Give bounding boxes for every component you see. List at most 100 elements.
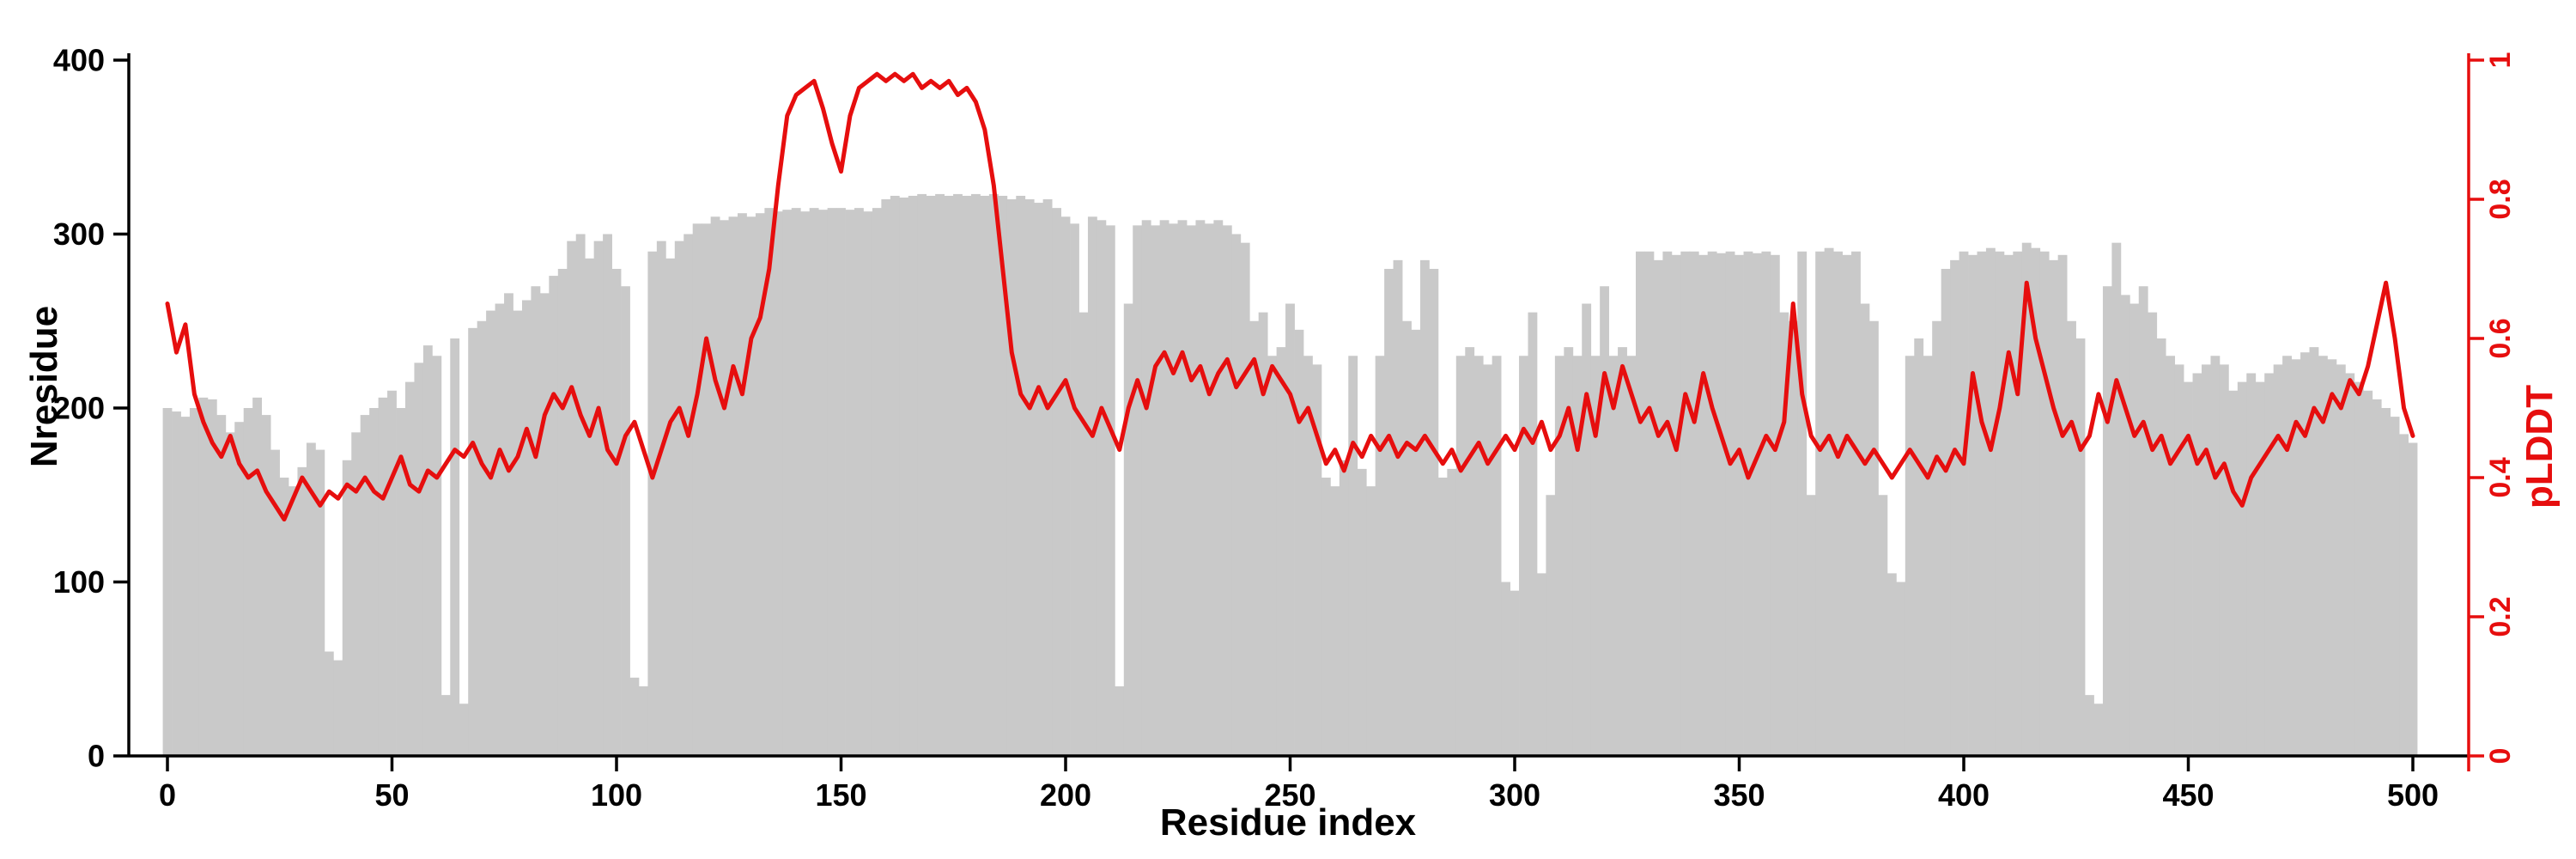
bar bbox=[2049, 259, 2059, 757]
bar bbox=[2138, 286, 2148, 756]
bar bbox=[486, 310, 495, 757]
bar bbox=[1312, 364, 1322, 757]
bar bbox=[243, 408, 253, 756]
bar bbox=[172, 411, 181, 756]
bar bbox=[953, 193, 963, 757]
bar bbox=[629, 677, 640, 757]
bar bbox=[2363, 390, 2373, 756]
y-left-tick-label: 200 bbox=[53, 391, 105, 426]
bar bbox=[1626, 356, 1637, 756]
x-tick-label: 350 bbox=[1713, 777, 1765, 813]
bar bbox=[1465, 347, 1475, 757]
bar bbox=[1842, 254, 1852, 756]
bar bbox=[1735, 254, 1744, 756]
bar bbox=[773, 211, 783, 757]
bar bbox=[970, 193, 981, 757]
bar bbox=[1878, 495, 1888, 756]
bar bbox=[1429, 269, 1439, 756]
bar bbox=[738, 213, 747, 756]
y-left-tick-label: 300 bbox=[53, 216, 105, 252]
bar bbox=[378, 397, 388, 756]
bar bbox=[459, 704, 469, 756]
bar bbox=[665, 258, 676, 757]
bar bbox=[1339, 460, 1349, 756]
bar bbox=[1582, 303, 1592, 756]
bar bbox=[2093, 704, 2104, 756]
x-tick-label: 200 bbox=[1040, 777, 1091, 813]
bar bbox=[422, 345, 433, 756]
bar bbox=[2111, 242, 2122, 757]
bar bbox=[270, 449, 280, 756]
bar bbox=[1797, 251, 1807, 756]
y-right-tick-label: 1 bbox=[2484, 52, 2517, 69]
bar bbox=[549, 276, 559, 757]
bar bbox=[207, 399, 217, 757]
bar bbox=[342, 460, 352, 756]
y-right-tick-label: 0.8 bbox=[2484, 179, 2517, 219]
x-axis-ticks: 0 50 100 150 200 250 300 350 400 450 500 bbox=[159, 756, 2439, 813]
bar bbox=[1060, 216, 1071, 756]
bar bbox=[180, 417, 191, 757]
bar bbox=[1662, 251, 1673, 756]
bar bbox=[1851, 251, 1861, 756]
bar bbox=[638, 686, 648, 756]
bar bbox=[1052, 208, 1061, 757]
x-tick-label: 150 bbox=[815, 777, 866, 813]
bar bbox=[2381, 408, 2391, 756]
x-tick-label: 50 bbox=[374, 777, 409, 813]
bar bbox=[2291, 359, 2301, 756]
bar bbox=[720, 220, 729, 756]
bar bbox=[1519, 356, 1528, 756]
bar bbox=[827, 208, 837, 757]
bar bbox=[1536, 573, 1546, 757]
bar bbox=[926, 195, 936, 756]
bar bbox=[1133, 225, 1143, 757]
bar bbox=[531, 286, 541, 756]
bar bbox=[1860, 303, 1870, 756]
bar bbox=[1357, 468, 1367, 757]
bar bbox=[279, 478, 289, 756]
bar bbox=[2210, 356, 2221, 756]
bar bbox=[1968, 254, 1978, 756]
bar bbox=[764, 208, 775, 757]
y-right-tick-label: 0.6 bbox=[2484, 318, 2517, 358]
bar bbox=[890, 195, 900, 756]
bar bbox=[1959, 251, 1969, 756]
bar bbox=[1914, 338, 1924, 756]
bar bbox=[1169, 223, 1178, 757]
bar bbox=[1447, 468, 1457, 757]
bar bbox=[647, 251, 658, 756]
bar bbox=[2282, 356, 2292, 756]
bar bbox=[297, 466, 307, 756]
bar bbox=[539, 293, 550, 757]
bar bbox=[2399, 434, 2409, 757]
y-right-tick-label: 0.2 bbox=[2484, 596, 2517, 637]
bar bbox=[2309, 347, 2319, 757]
bar bbox=[1213, 220, 1224, 756]
bar bbox=[2345, 373, 2355, 756]
bar bbox=[1501, 582, 1510, 756]
bar bbox=[2085, 695, 2094, 757]
bar bbox=[962, 195, 972, 756]
bar bbox=[1016, 195, 1026, 756]
bar bbox=[881, 199, 891, 756]
bar bbox=[2057, 254, 2068, 756]
bar bbox=[603, 234, 612, 756]
bar bbox=[1600, 286, 1610, 756]
x-tick-label: 450 bbox=[2162, 777, 2214, 813]
bar bbox=[1276, 347, 1286, 757]
bar bbox=[1995, 251, 2005, 756]
bar bbox=[369, 408, 380, 756]
bar bbox=[2237, 381, 2247, 757]
bar bbox=[1187, 225, 1196, 757]
bar bbox=[2003, 254, 2014, 756]
bar bbox=[261, 415, 271, 756]
bar bbox=[2039, 251, 2050, 756]
bar bbox=[1366, 486, 1376, 757]
bar bbox=[1393, 259, 1403, 757]
x-tick-label: 500 bbox=[2387, 777, 2439, 813]
bar bbox=[1006, 199, 1017, 756]
bar bbox=[2273, 364, 2283, 757]
bar bbox=[2219, 364, 2229, 757]
bar bbox=[728, 216, 738, 756]
